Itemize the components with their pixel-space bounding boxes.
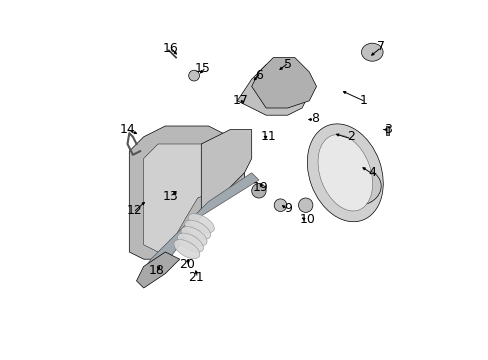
Text: 15: 15 [195,62,211,75]
Ellipse shape [188,214,214,233]
Ellipse shape [306,124,383,222]
Text: 14: 14 [120,123,135,136]
Text: 19: 19 [252,181,268,194]
Ellipse shape [274,199,286,212]
Ellipse shape [361,43,382,61]
Polygon shape [251,58,316,108]
Polygon shape [143,173,258,274]
Ellipse shape [317,135,372,211]
Text: 13: 13 [163,190,178,203]
Ellipse shape [298,198,312,212]
Ellipse shape [251,184,265,198]
Polygon shape [201,130,251,209]
Text: 18: 18 [148,264,164,277]
Text: 17: 17 [232,94,247,107]
Text: 6: 6 [254,69,263,82]
Polygon shape [237,65,309,115]
Text: 7: 7 [377,40,385,53]
Text: 5: 5 [283,58,291,71]
Text: 3: 3 [384,123,392,136]
Text: 16: 16 [163,42,178,55]
Bar [385,126,388,135]
Polygon shape [143,144,230,252]
Ellipse shape [184,220,210,239]
Text: 1: 1 [359,94,366,107]
Text: 9: 9 [283,202,291,215]
Text: 21: 21 [188,271,203,284]
Text: 20: 20 [179,258,194,271]
Text: 11: 11 [261,130,276,143]
Text: 10: 10 [299,213,315,226]
Polygon shape [129,126,244,259]
Text: 8: 8 [310,112,318,125]
Ellipse shape [338,169,381,205]
Polygon shape [136,252,179,288]
Circle shape [188,70,199,81]
Text: 2: 2 [346,130,354,143]
Ellipse shape [177,233,203,252]
Ellipse shape [181,227,206,246]
Text: 12: 12 [126,204,142,217]
Ellipse shape [174,240,200,258]
Text: 4: 4 [367,166,375,179]
